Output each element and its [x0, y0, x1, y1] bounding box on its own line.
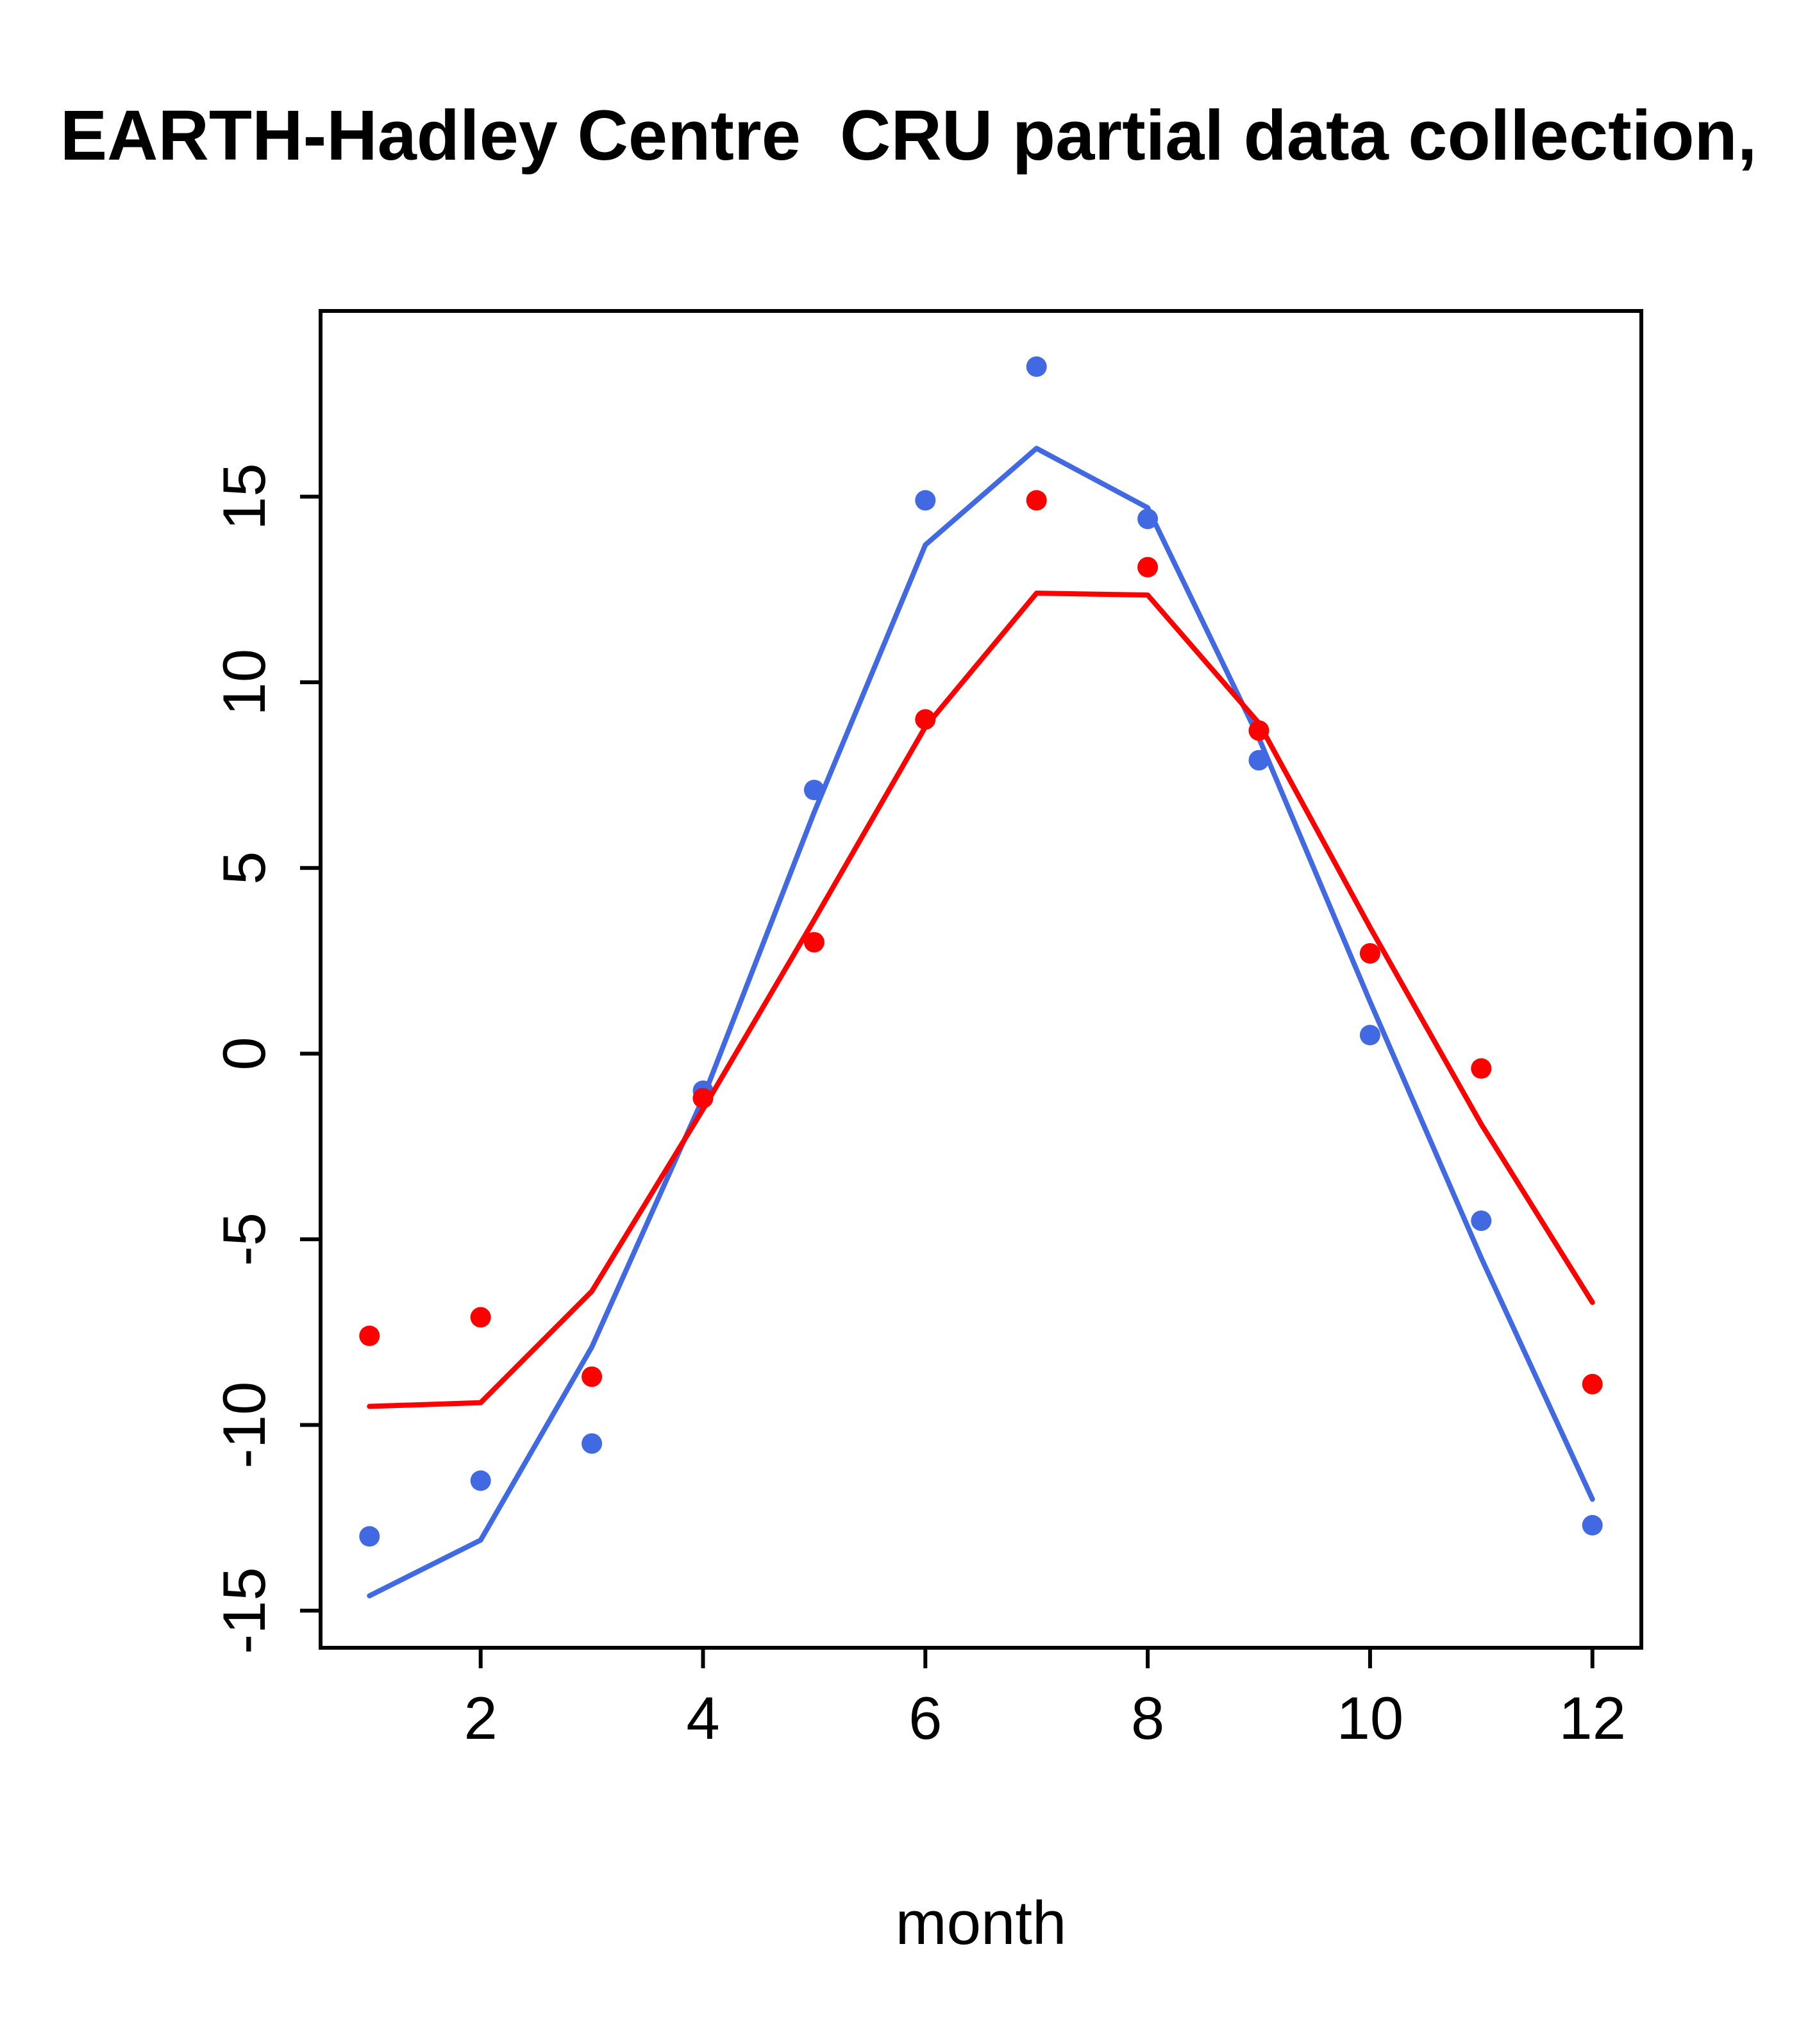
red-points-marker [1582, 1373, 1603, 1395]
y-tick-label: 10 [210, 649, 278, 716]
red-points-marker [470, 1307, 491, 1328]
red-points-marker [915, 709, 936, 730]
blue-points-marker [359, 1526, 380, 1547]
blue-points-marker [803, 780, 825, 801]
blue-points-marker [582, 1433, 603, 1454]
chart-title: EARTH-Hadley Centre CRU partial data col… [60, 96, 1757, 175]
red-line-series [367, 591, 1595, 1409]
plot-border [319, 309, 1643, 1650]
y-tick-label: 15 [210, 463, 278, 530]
x-tick-label: 10 [1337, 1684, 1404, 1752]
x-tick-label: 8 [1131, 1684, 1164, 1752]
y-tick-label: 5 [210, 851, 278, 885]
y-tick-label: -15 [210, 1567, 278, 1654]
x-tick-label: 12 [1559, 1684, 1626, 1752]
red-points-marker [359, 1325, 380, 1346]
red-points-marker [1137, 557, 1159, 578]
y-tick-label: 0 [210, 1037, 278, 1070]
red-points-marker [1026, 490, 1047, 511]
red-points-marker [803, 932, 825, 953]
blue-line-series [367, 446, 1595, 1598]
blue-points-marker [1026, 356, 1047, 377]
red-points-marker [692, 1087, 714, 1109]
y-tick-label: -10 [210, 1382, 278, 1469]
blue-points-marker [915, 490, 936, 511]
blue-points-marker [1359, 1025, 1380, 1046]
x-tick-label: 4 [686, 1684, 719, 1752]
blue-points-marker [470, 1470, 491, 1491]
x-tick-label: 2 [464, 1684, 498, 1752]
y-tick-label: -5 [210, 1212, 278, 1266]
blue-points-marker [1582, 1514, 1603, 1536]
red-points-marker [1359, 942, 1380, 964]
red-points-marker [1471, 1058, 1492, 1079]
x-tick-label: 6 [908, 1684, 942, 1752]
red-points-marker [582, 1366, 603, 1387]
red-points-marker [1248, 720, 1269, 741]
blue-points-marker [1248, 750, 1269, 771]
x-axis-label: month [895, 1889, 1067, 1957]
blue-points-marker [1471, 1210, 1492, 1231]
blue-points-marker [1137, 508, 1159, 530]
